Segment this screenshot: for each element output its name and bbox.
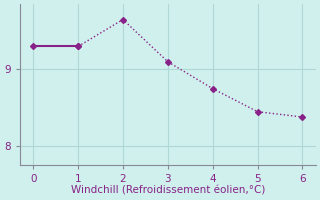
X-axis label: Windchill (Refroidissement éolien,°C): Windchill (Refroidissement éolien,°C) xyxy=(71,186,265,196)
